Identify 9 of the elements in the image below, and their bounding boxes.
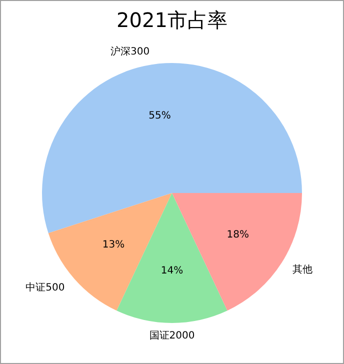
slice-label: 国证2000 — [149, 330, 195, 342]
slice-label: 中证500 — [26, 281, 65, 294]
data-label: 13% — [102, 239, 125, 250]
slice-label: 沪深300 — [110, 45, 150, 58]
chart-title: 2021市占率 — [116, 8, 228, 32]
slice-label: 其他 — [292, 263, 313, 276]
data-label: 18% — [226, 230, 249, 241]
data-label: 55% — [148, 110, 171, 122]
data-label: 14% — [160, 266, 184, 277]
